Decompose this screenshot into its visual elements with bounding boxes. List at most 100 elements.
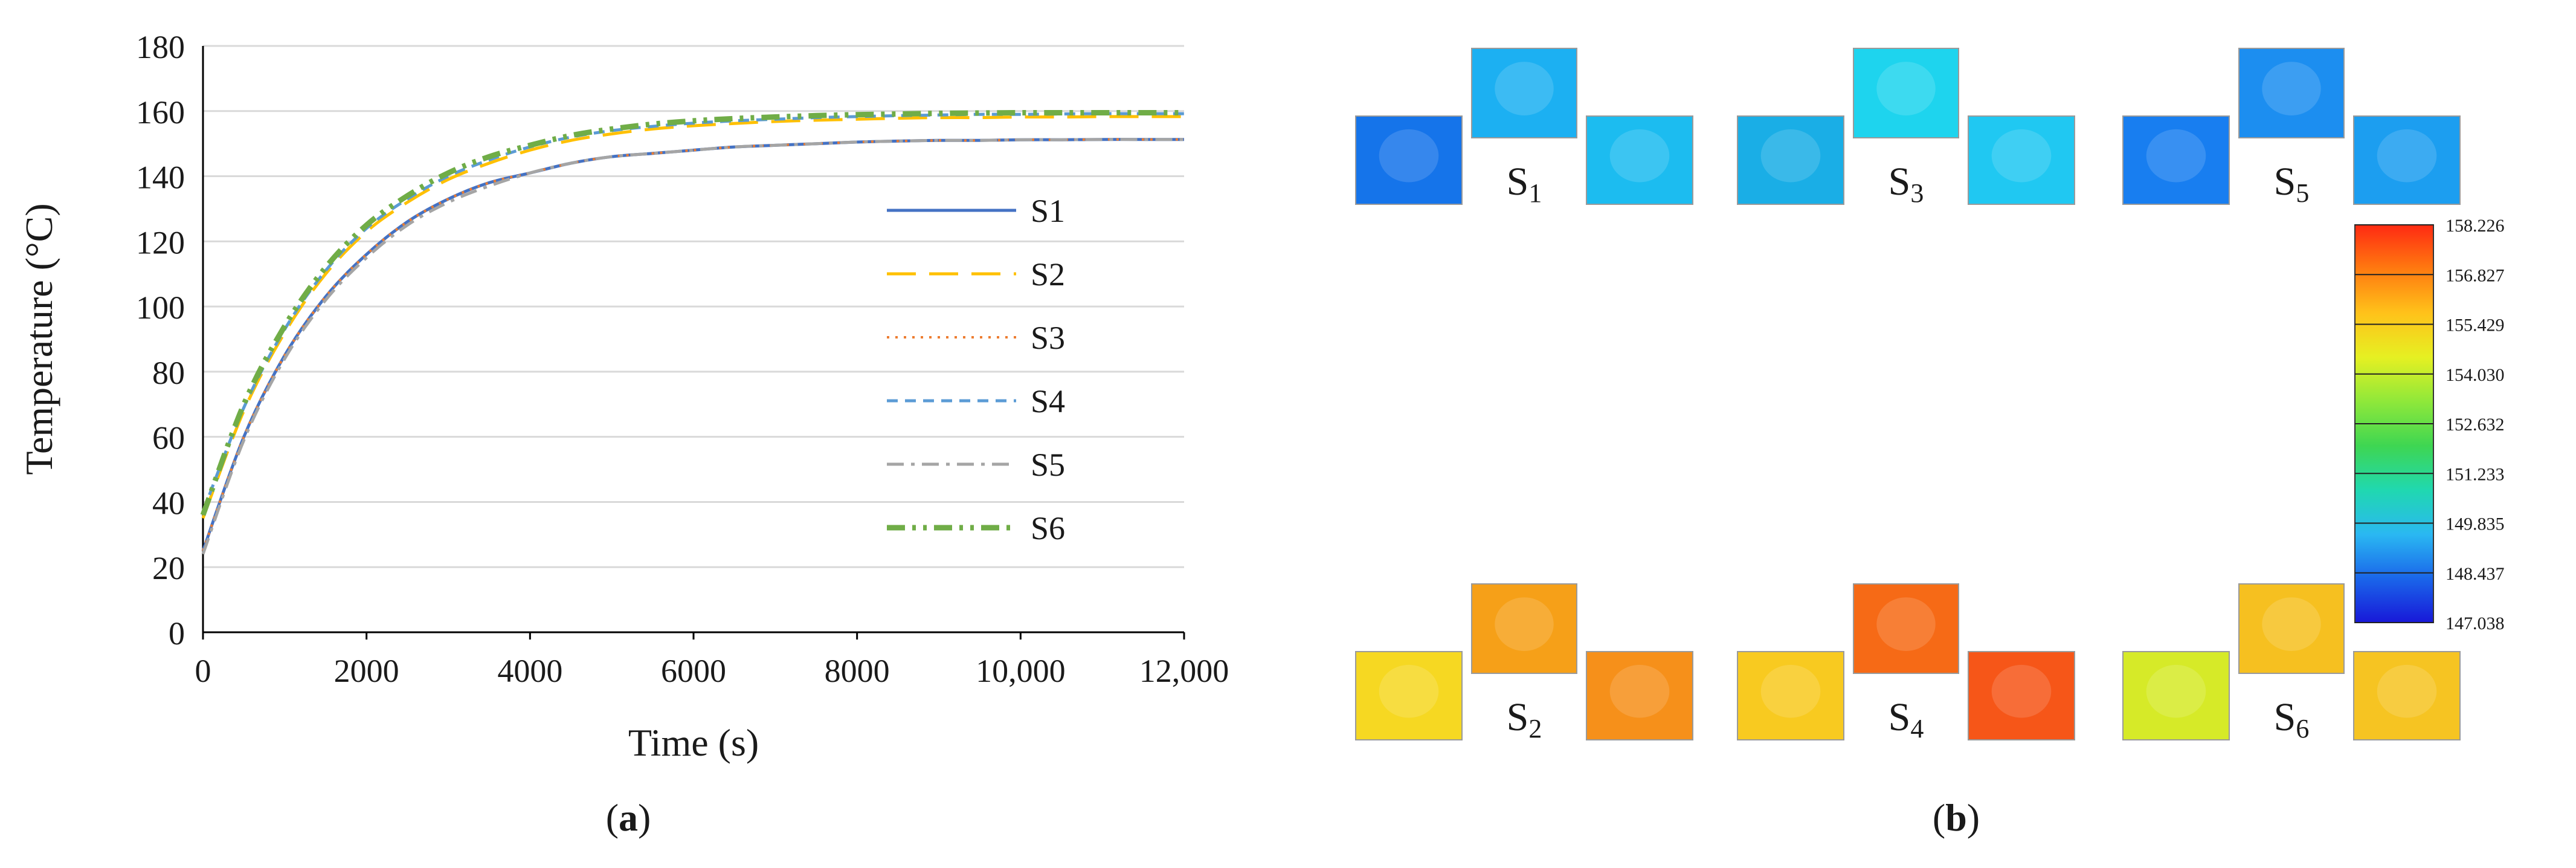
y-tick-label: 140 xyxy=(136,160,185,196)
sensor-face-fill xyxy=(1355,115,1463,205)
x-tick-label: 10,000 xyxy=(976,653,1066,689)
sensor-face-fill xyxy=(1355,651,1463,740)
sensor-face-hotspot xyxy=(2146,129,2206,183)
sensor-face xyxy=(2122,115,2230,205)
y-axis-label: Temperature (°C) xyxy=(18,203,60,474)
sensor-face-fill xyxy=(2353,115,2461,205)
sensor-face-fill xyxy=(1471,48,1577,138)
sensor-group-s1: S1 xyxy=(1355,48,1693,208)
sensor-label-s5: S5 xyxy=(2274,160,2310,208)
sensor-face xyxy=(1853,583,1959,674)
legend-label-s2: S2 xyxy=(1031,256,1065,293)
sensor-group-s3: S3 xyxy=(1737,48,2075,208)
y-tick-label: 80 xyxy=(152,355,185,391)
sensor-face xyxy=(1586,115,1693,205)
series-line-s6 xyxy=(200,109,1184,516)
sensor-face xyxy=(1355,115,1463,205)
x-tick-label: 12,000 xyxy=(1139,653,1229,689)
legend-label-s5: S5 xyxy=(1031,447,1065,483)
series-lines xyxy=(200,109,1184,555)
x-tick-label: 8000 xyxy=(825,653,890,689)
sensor-face-hotspot xyxy=(1609,664,1670,718)
sensor-face xyxy=(2238,48,2345,138)
sensor-group-s2: S2 xyxy=(1355,583,1693,743)
y-tick-label: 40 xyxy=(152,485,185,521)
sensor-face-fill xyxy=(2238,48,2345,138)
sensor-face xyxy=(2353,115,2461,205)
sensor-face-fill xyxy=(1853,48,1959,138)
sensor-face-hotspot xyxy=(2377,664,2437,718)
sensor-face xyxy=(1471,48,1577,138)
y-tick-label: 60 xyxy=(152,420,185,456)
colorbar-tick-label: 147.038 xyxy=(2446,614,2505,633)
sensor-face-hotspot xyxy=(2262,597,2321,651)
sensor-face-fill xyxy=(1853,583,1959,674)
legend-label-s3: S3 xyxy=(1031,320,1065,356)
sensor-face-hotspot xyxy=(1495,597,1554,651)
colorbar-tick-label: 154.030 xyxy=(2446,365,2505,385)
panel-a-label: (a) xyxy=(606,796,651,839)
sensor-face-fill xyxy=(2238,583,2345,674)
sensor-face-hotspot xyxy=(1609,129,1670,183)
legend-label-s4: S4 xyxy=(1031,383,1065,419)
colorbar-tick-label: 152.632 xyxy=(2446,415,2505,435)
colorbar: 158.226 156.827 155.429 154.030 152.632 151.2… xyxy=(2354,216,2505,633)
sensor-face-hotspot xyxy=(1876,597,1936,651)
sensor-face-fill xyxy=(1968,651,2075,740)
sensor-label-s2: S2 xyxy=(1507,695,1542,743)
y-tick-label: 100 xyxy=(136,290,185,326)
colorbar-tick-label: 155.429 xyxy=(2446,316,2505,335)
sensor-face xyxy=(1968,651,2075,740)
sensor-group-s4: S4 xyxy=(1737,583,2075,743)
sensor-face-fill xyxy=(1586,115,1693,205)
sensor-face-fill xyxy=(2353,651,2461,740)
y-tick-label: 120 xyxy=(136,224,185,261)
sensor-face-hotspot xyxy=(1876,62,1936,115)
series-line-s2 xyxy=(201,115,1184,519)
sensor-face xyxy=(1737,115,1844,205)
contour-panel: S1 S3 S5 S2 S4 S6 158.226 156.827 155.429 154.03… xyxy=(1355,48,2505,839)
sensor-label-s1: S1 xyxy=(1507,160,1542,208)
colorbar-tick-label: 148.437 xyxy=(2446,564,2505,584)
sensor-face xyxy=(1853,48,1959,138)
colorbar-tick-label: 151.233 xyxy=(2446,464,2505,484)
line-chart-panel: 0 20 40 60 80 100 120 140 160 180 0 2000 4000 6000 80… xyxy=(18,29,1229,839)
sensor-face-hotspot xyxy=(2377,129,2437,183)
sensor-label-s6: S6 xyxy=(2274,695,2310,743)
y-tick-label: 180 xyxy=(136,29,185,65)
legend: S1 S2 S3 S4 S5 S6 xyxy=(887,193,1065,546)
y-tick-label: 20 xyxy=(152,550,185,586)
x-axis-label: Time (s) xyxy=(628,721,759,764)
y-tick-labels: 0 20 40 60 80 100 120 140 160 180 xyxy=(136,29,185,652)
x-tick-label: 4000 xyxy=(497,653,562,689)
sensor-face-hotspot xyxy=(2262,62,2321,115)
sensor-face-fill xyxy=(2122,115,2230,205)
sensor-face-hotspot xyxy=(1379,664,1439,718)
sensor-face-hotspot xyxy=(1760,129,1821,183)
x-tick-label: 2000 xyxy=(334,653,399,689)
sensor-face-fill xyxy=(1471,583,1577,674)
sensor-label-s4: S4 xyxy=(1889,695,1924,743)
x-tick-label: 6000 xyxy=(661,653,726,689)
legend-label-s6: S6 xyxy=(1031,510,1065,546)
y-tick-label: 160 xyxy=(136,94,185,131)
sensor-face xyxy=(2238,583,2345,674)
legend-label-s1: S1 xyxy=(1031,193,1065,229)
sensor-contours: S1 S3 S5 S2 S4 S6 xyxy=(1355,48,2461,743)
series-line-s5 xyxy=(201,138,1184,555)
colorbar-tick-label: 158.226 xyxy=(2446,216,2505,236)
sensor-face-hotspot xyxy=(2146,664,2206,718)
x-tick-label: 0 xyxy=(195,653,211,689)
x-tick-labels: 0 2000 4000 6000 8000 10,000 12,000 xyxy=(195,632,1229,689)
colorbar-tick-label: 149.835 xyxy=(2446,514,2505,534)
sensor-face xyxy=(2122,651,2230,740)
sensor-face xyxy=(1737,651,1844,740)
sensor-face-fill xyxy=(1968,115,2075,205)
sensor-group-s6: S6 xyxy=(2122,583,2461,743)
sensor-face-hotspot xyxy=(1991,129,2052,183)
colorbar-tick-label: 156.827 xyxy=(2446,265,2505,285)
sensor-face-hotspot xyxy=(1760,664,1821,718)
sensor-face-fill xyxy=(1737,115,1844,205)
sensor-face xyxy=(1968,115,2075,205)
sensor-face-fill xyxy=(2122,651,2230,740)
